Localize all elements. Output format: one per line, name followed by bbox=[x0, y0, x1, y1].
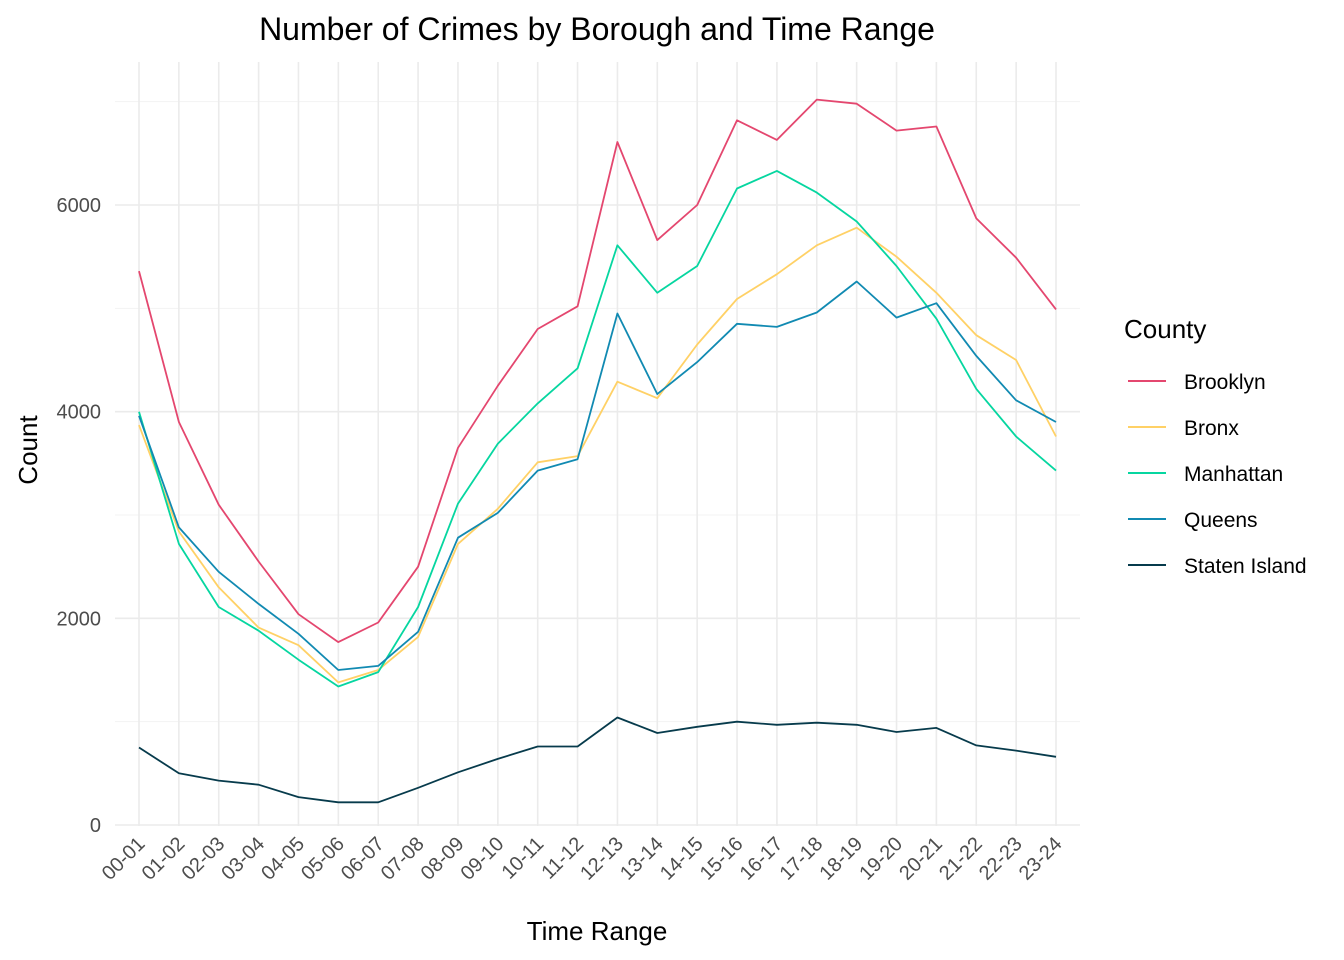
y-tick-label: 2000 bbox=[57, 608, 102, 630]
y-tick-label: 6000 bbox=[57, 195, 102, 217]
legend-label: Bronx bbox=[1184, 417, 1239, 440]
x-tick-label: 00-01 bbox=[98, 833, 150, 885]
legend-label: Staten Island bbox=[1184, 555, 1307, 578]
y-axis-title: Count bbox=[13, 415, 43, 485]
x-tick-label: 04-05 bbox=[257, 833, 309, 885]
x-tick-label: 02-03 bbox=[178, 833, 230, 885]
x-tick-label: 11-12 bbox=[537, 833, 588, 884]
x-axis-ticks: 00-0101-0202-0303-0404-0505-0606-0707-08… bbox=[98, 833, 1067, 885]
series-line-bronx bbox=[138, 226, 1057, 684]
x-tick-label: 13-14 bbox=[616, 833, 668, 885]
y-tick-label: 4000 bbox=[57, 402, 102, 424]
grid-lines bbox=[115, 62, 1080, 826]
x-tick-label: 06-07 bbox=[337, 833, 389, 885]
legend: County Brooklyn Bronx Manhattan Queens State… bbox=[1124, 314, 1307, 578]
chart-title: Number of Crimes by Borough and Time Ran… bbox=[259, 11, 935, 47]
x-axis-title: Time Range bbox=[527, 916, 668, 946]
y-tick-label: 0 bbox=[90, 815, 101, 837]
legend-title: County bbox=[1124, 314, 1206, 344]
legend-items: Brooklyn Bronx Manhattan Queens Staten Islan… bbox=[1128, 371, 1307, 578]
x-tick-label: 09-10 bbox=[457, 833, 509, 885]
x-tick-label: 15-16 bbox=[696, 833, 748, 885]
series-line-brooklyn bbox=[138, 98, 1057, 643]
x-tick-label: 12-13 bbox=[576, 833, 628, 885]
series-line-manhattan bbox=[138, 169, 1057, 688]
x-tick-label: 16-17 bbox=[736, 833, 788, 885]
x-tick-label: 07-08 bbox=[377, 833, 429, 885]
x-tick-label: 14-15 bbox=[656, 833, 708, 885]
x-tick-label: 20-21 bbox=[895, 833, 947, 885]
x-tick-label: 10-11 bbox=[498, 833, 549, 884]
legend-label: Manhattan bbox=[1184, 463, 1283, 486]
x-tick-label: 17-18 bbox=[776, 833, 828, 885]
x-tick-label: 21-22 bbox=[935, 833, 987, 885]
x-tick-label: 05-06 bbox=[297, 833, 349, 885]
y-axis-ticks: 0 2000 4000 6000 bbox=[57, 195, 102, 837]
x-tick-label: 08-09 bbox=[417, 833, 469, 885]
x-tick-label: 01-02 bbox=[138, 833, 190, 885]
x-tick-label: 22-23 bbox=[975, 833, 1027, 885]
series-line-staten-island bbox=[138, 716, 1057, 804]
x-tick-label: 18-19 bbox=[815, 833, 867, 885]
x-tick-label: 23-24 bbox=[1015, 833, 1067, 885]
legend-label: Brooklyn bbox=[1184, 371, 1266, 394]
series-lines bbox=[138, 98, 1057, 804]
legend-label: Queens bbox=[1184, 509, 1258, 532]
x-tick-label: 19-20 bbox=[855, 833, 907, 885]
series-line-queens bbox=[138, 280, 1057, 671]
x-tick-label: 03-04 bbox=[217, 833, 269, 885]
